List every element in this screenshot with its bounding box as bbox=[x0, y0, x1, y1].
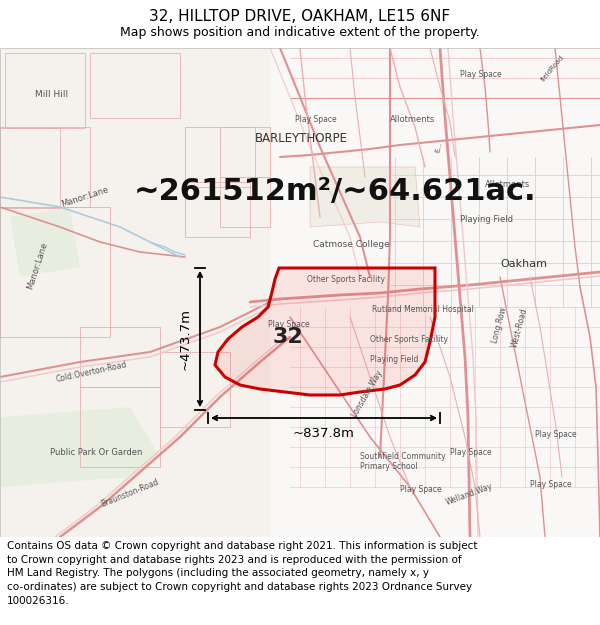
Text: Map shows position and indicative extent of the property.: Map shows position and indicative extent… bbox=[120, 26, 480, 39]
Bar bbox=[5, 53, 85, 128]
Bar bbox=[80, 387, 160, 467]
Text: Manor:Lane: Manor:Lane bbox=[25, 241, 49, 291]
Text: Oakham: Oakham bbox=[500, 259, 547, 269]
Text: Other Sports Facility: Other Sports Facility bbox=[370, 335, 448, 344]
Polygon shape bbox=[10, 207, 80, 277]
Polygon shape bbox=[215, 268, 435, 395]
Bar bbox=[220, 177, 270, 227]
Text: Rutland Memorial Hospital: Rutland Memorial Hospital bbox=[372, 305, 474, 314]
Text: Manor:Lane: Manor:Lane bbox=[60, 185, 110, 209]
Polygon shape bbox=[310, 167, 420, 227]
Bar bbox=[0, 128, 60, 208]
Text: fieldRoad: fieldRoad bbox=[540, 54, 565, 83]
Text: Welland:Way: Welland:Way bbox=[445, 482, 494, 507]
Text: Other Sports Facility: Other Sports Facility bbox=[307, 275, 385, 284]
Text: Play Space: Play Space bbox=[295, 115, 337, 124]
Text: Allotments: Allotments bbox=[390, 115, 435, 124]
Text: Catmose College: Catmose College bbox=[313, 240, 390, 249]
Text: Contains OS data © Crown copyright and database right 2021. This information is : Contains OS data © Crown copyright and d… bbox=[7, 541, 478, 606]
Text: Southfield Community
Primary School: Southfield Community Primary School bbox=[360, 452, 446, 471]
Bar bbox=[0, 207, 110, 337]
Text: ~261512m²/~64.621ac.: ~261512m²/~64.621ac. bbox=[134, 177, 536, 206]
Text: Public Park Or Garden: Public Park Or Garden bbox=[50, 448, 142, 457]
Bar bbox=[90, 53, 180, 118]
Text: Play Space: Play Space bbox=[450, 448, 491, 457]
Text: Mill Hill: Mill Hill bbox=[35, 90, 68, 99]
Bar bbox=[0, 127, 90, 207]
Text: Play Space: Play Space bbox=[268, 320, 310, 329]
Text: 32: 32 bbox=[272, 327, 304, 347]
Bar bbox=[0, 48, 270, 537]
Text: Long Row: Long Row bbox=[490, 306, 508, 344]
Bar bbox=[220, 127, 270, 177]
Text: ~837.8m: ~837.8m bbox=[293, 427, 355, 440]
Bar bbox=[185, 182, 250, 237]
Text: Allotments: Allotments bbox=[485, 180, 530, 189]
Text: ~473.7m: ~473.7m bbox=[179, 308, 192, 370]
Text: West-Road: West-Road bbox=[510, 308, 529, 349]
Text: Play Space: Play Space bbox=[400, 485, 442, 494]
Bar bbox=[80, 327, 160, 387]
Text: E...: E... bbox=[435, 141, 443, 153]
Text: 32, HILLTOP DRIVE, OAKHAM, LE15 6NF: 32, HILLTOP DRIVE, OAKHAM, LE15 6NF bbox=[149, 9, 451, 24]
Text: Cold:Overton-Road: Cold:Overton-Road bbox=[55, 360, 128, 384]
Text: Play Space: Play Space bbox=[535, 430, 577, 439]
Polygon shape bbox=[0, 407, 160, 487]
Bar bbox=[185, 127, 255, 187]
Text: Play Space: Play Space bbox=[460, 70, 502, 79]
Text: Playing Field: Playing Field bbox=[460, 215, 513, 224]
Text: BARLEYTHORPE: BARLEYTHORPE bbox=[255, 132, 348, 145]
Bar bbox=[160, 352, 230, 427]
Text: Playing Field: Playing Field bbox=[370, 355, 418, 364]
Text: Lonsdale Way: Lonsdale Way bbox=[350, 369, 384, 419]
Text: Braunston-Road: Braunston-Road bbox=[100, 478, 160, 509]
Text: Play Space: Play Space bbox=[530, 480, 572, 489]
